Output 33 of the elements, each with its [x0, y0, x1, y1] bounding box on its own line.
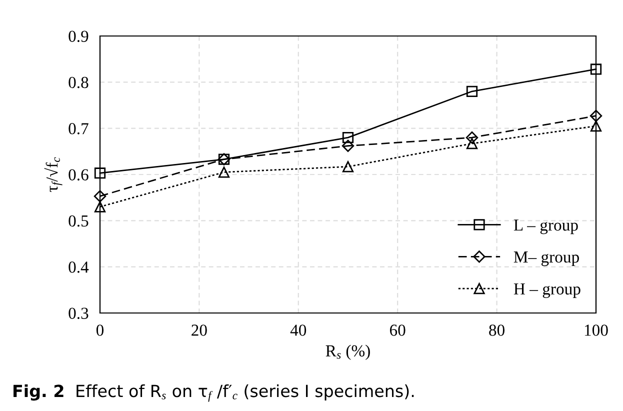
point	[590, 64, 602, 75]
point	[342, 161, 354, 172]
point	[466, 86, 478, 97]
legend-label: H – group	[514, 283, 580, 298]
x-tick-label: 20	[192, 324, 207, 336]
point	[466, 138, 478, 150]
text: Effect of R$_{s}$ on τ$_{f}$ /f′$_{c}$ (series I specimens).	[76, 384, 414, 402]
x-tick-label: 60	[390, 324, 406, 336]
x-tick-label: 40	[290, 324, 306, 336]
y-tick-label: 0.9	[68, 30, 88, 42]
point	[94, 190, 106, 202]
point	[342, 132, 354, 144]
point	[342, 140, 354, 152]
x-tick-label: 100	[584, 324, 608, 336]
y-tick-label: 0.6	[68, 169, 88, 181]
caption: Fig. 2	[14, 384, 64, 401]
x-tick-label: 0	[96, 324, 104, 336]
y-tick-label: 0.3	[68, 308, 88, 320]
point	[590, 110, 602, 122]
legend-label: M– group	[514, 252, 579, 266]
point	[94, 201, 106, 212]
point	[466, 131, 478, 144]
point	[590, 120, 602, 132]
y-tick-label: 0.5	[68, 215, 88, 227]
x-axis-title: R$_{s}$ (%)	[326, 344, 370, 360]
y-tick-label: 0.7	[68, 123, 88, 134]
point	[94, 168, 106, 179]
point	[218, 166, 230, 178]
x-tick-label: 80	[489, 324, 504, 336]
y-axis-title: τ$_{f}$/√f$_{c}$	[44, 157, 62, 192]
y-tick-label: 0.4	[68, 262, 89, 273]
legend-label: L – group	[514, 220, 578, 234]
y-tick-label: 0.8	[68, 76, 88, 88]
